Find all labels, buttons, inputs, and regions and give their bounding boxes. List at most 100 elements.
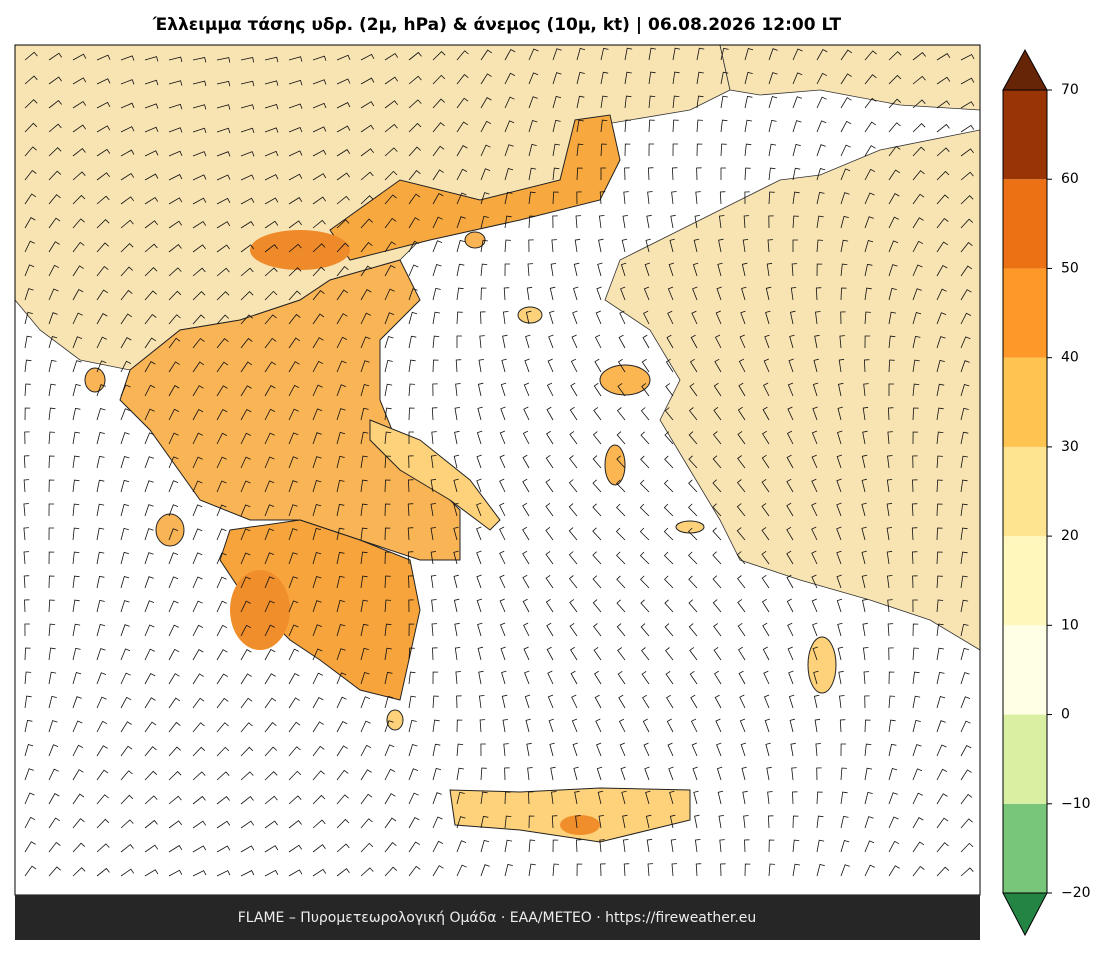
wind-barb — [24, 768, 34, 781]
wind-barb — [936, 288, 947, 301]
wind-barb — [216, 673, 229, 685]
wind-barb — [456, 791, 465, 805]
wind-barb — [840, 287, 847, 301]
wind-barb — [456, 311, 463, 325]
wind-barb — [96, 479, 105, 493]
wind-barb — [836, 454, 843, 469]
wind-barb — [840, 815, 849, 829]
wind-barb — [360, 407, 369, 421]
wind-barb — [432, 359, 439, 373]
wind-barb — [312, 600, 322, 613]
wind-barb — [192, 104, 207, 110]
wind-barb — [960, 818, 973, 829]
wind-barb — [48, 288, 59, 301]
wind-barb — [571, 334, 578, 349]
wind-barb — [864, 263, 873, 277]
wind-barb — [737, 622, 746, 637]
wind-barb — [96, 172, 110, 181]
island — [84, 367, 106, 393]
wind-barb — [384, 575, 391, 589]
wind-barb — [862, 598, 868, 613]
wind-barb — [240, 576, 251, 589]
wind-barb — [360, 265, 373, 277]
wind-barb — [838, 670, 844, 685]
wind-barb — [696, 143, 703, 157]
wind-barb — [618, 334, 626, 349]
wind-barb — [864, 816, 874, 829]
wind-barb — [72, 672, 82, 685]
wind-barb — [312, 624, 323, 637]
wind-barb — [96, 794, 109, 805]
wind-barb — [240, 870, 255, 877]
wind-barb — [960, 218, 974, 229]
wind-barb — [738, 670, 746, 685]
wind-barb — [360, 744, 372, 757]
wind-barb — [264, 361, 277, 373]
wind-barb — [312, 480, 322, 493]
wind-barb — [688, 575, 698, 589]
wind-barb — [936, 312, 947, 325]
wind-barb — [240, 291, 254, 301]
wind-barb — [862, 622, 868, 637]
wind-barb — [168, 600, 179, 613]
wind-barb — [144, 384, 156, 397]
wind-barb — [216, 456, 227, 469]
wind-barb — [360, 218, 373, 229]
wind-barb — [912, 407, 919, 421]
wind-barb — [504, 96, 515, 109]
wind-barb — [48, 647, 56, 661]
wind-barb — [144, 290, 157, 301]
wind-barb — [72, 171, 86, 181]
wind-barb — [616, 551, 626, 565]
wind-barb — [792, 239, 798, 252]
wind-barb — [360, 312, 371, 325]
wind-barb — [639, 479, 650, 493]
wind-barb — [24, 99, 38, 109]
colorbar-bin — [1003, 536, 1047, 626]
wind-barb — [408, 407, 415, 421]
wind-barb — [312, 337, 324, 349]
wind-barb — [718, 815, 724, 829]
wind-barb — [454, 622, 460, 637]
wind-barb — [594, 358, 602, 373]
wind-barb — [72, 148, 86, 157]
wind-barb — [616, 479, 626, 493]
wind-barb — [312, 844, 326, 853]
wind-barb — [624, 71, 632, 85]
wind-barb — [762, 646, 770, 661]
wind-barb — [453, 526, 459, 541]
wind-barb — [574, 790, 580, 805]
wind-barb — [645, 790, 651, 805]
wind-barb — [812, 622, 818, 637]
wind-barb — [96, 242, 109, 253]
wind-barb — [264, 104, 279, 110]
wind-barb — [639, 551, 650, 565]
wind-barb — [360, 671, 370, 685]
wind-barb — [432, 192, 444, 205]
wind-barb — [312, 552, 322, 565]
wind-barb — [192, 385, 204, 397]
wind-barb — [192, 600, 203, 613]
wind-barb — [96, 575, 105, 589]
wind-barb — [594, 334, 602, 349]
wind-barb — [96, 265, 109, 277]
wind-barb — [240, 361, 253, 373]
wind-barb — [736, 551, 746, 565]
wind-barb — [24, 816, 36, 829]
wind-barb — [811, 598, 818, 613]
wind-barb — [672, 71, 680, 85]
island — [464, 231, 486, 249]
wind-barb — [384, 52, 399, 61]
wind-barb — [576, 167, 583, 181]
wind-barb — [936, 336, 946, 349]
wind-barb — [667, 310, 674, 325]
wind-barb — [960, 867, 974, 877]
wind-barb — [48, 599, 55, 613]
wind-barb — [408, 75, 422, 85]
wind-barb — [240, 552, 251, 565]
wind-barb — [592, 503, 602, 517]
wind-barb — [737, 599, 746, 613]
wind-barb — [646, 838, 653, 853]
wind-barb — [216, 197, 231, 205]
wind-barb — [216, 697, 229, 709]
